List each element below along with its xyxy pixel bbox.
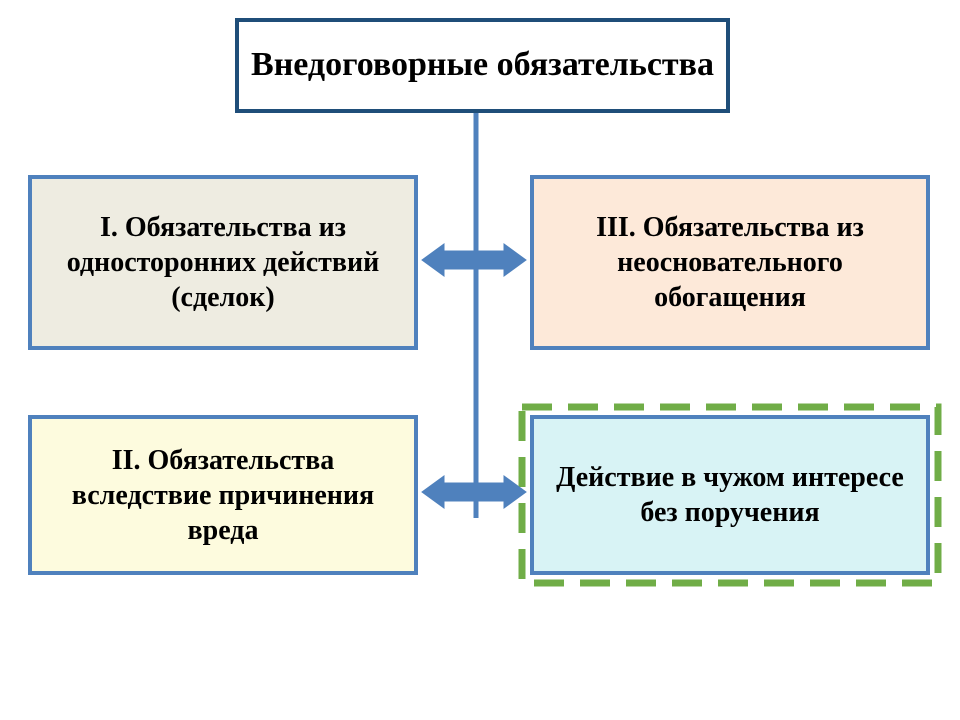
box-iii-text: III. Обязательства из неосновательного о… bbox=[546, 210, 914, 315]
box-iii: III. Обязательства из неосновательного о… bbox=[530, 175, 930, 350]
box-ii-text: II. Обязательства вследствие причинения … bbox=[44, 443, 402, 548]
box-ii: II. Обязательства вследствие причинения … bbox=[28, 415, 418, 575]
box-iv-text: Действие в чужом интересе без поручения bbox=[546, 460, 914, 530]
box-iv: Действие в чужом интересе без поручения bbox=[530, 415, 930, 575]
title-text: Внедоговорные обязательства bbox=[251, 44, 714, 87]
diagram-canvas: Внедоговорные обязательства I. Обязатель… bbox=[0, 0, 960, 720]
title-box: Внедоговорные обязательства bbox=[235, 18, 730, 113]
box-i: I. Обязательства из односторонних действ… bbox=[28, 175, 418, 350]
box-i-text: I. Обязательства из односторонних действ… bbox=[44, 210, 402, 315]
